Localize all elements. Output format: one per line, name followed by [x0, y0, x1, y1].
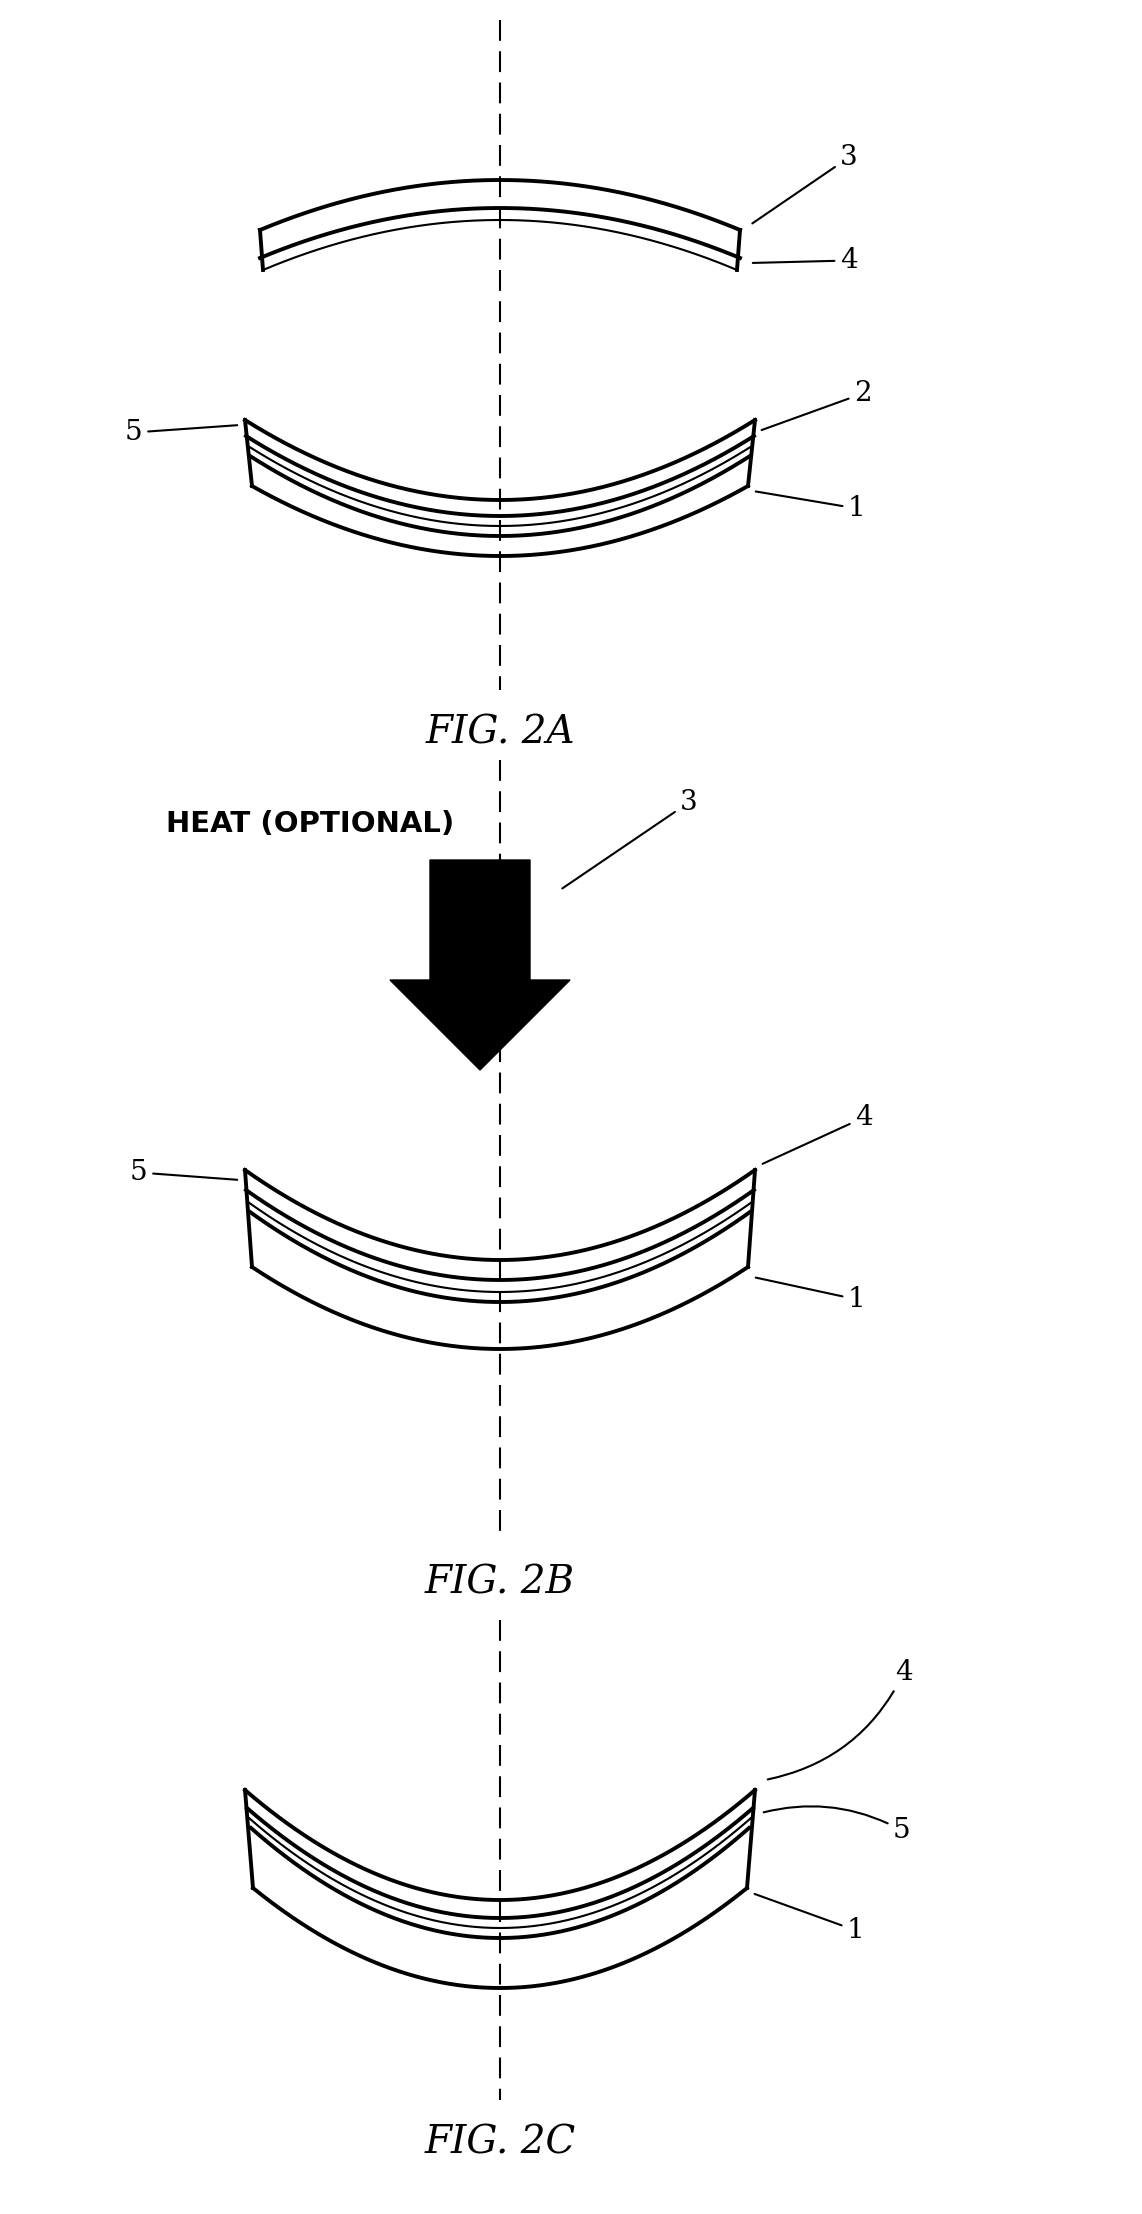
- Text: 2: 2: [762, 381, 871, 430]
- Text: 4: 4: [753, 248, 858, 275]
- Text: 1: 1: [756, 492, 866, 523]
- Text: 1: 1: [756, 1277, 866, 1313]
- Text: HEAT (OPTIONAL): HEAT (OPTIONAL): [166, 810, 455, 839]
- Text: 3: 3: [562, 788, 698, 888]
- Text: 1: 1: [755, 1893, 864, 1944]
- Text: FIG. 2C: FIG. 2C: [425, 2125, 576, 2163]
- Text: 4: 4: [767, 1658, 912, 1780]
- Text: 3: 3: [753, 144, 858, 224]
- Polygon shape: [391, 859, 570, 1069]
- Text: FIG. 2A: FIG. 2A: [425, 715, 574, 753]
- Text: 5: 5: [124, 418, 238, 445]
- Text: 4: 4: [763, 1105, 872, 1165]
- Text: FIG. 2B: FIG. 2B: [425, 1565, 576, 1603]
- Text: 5: 5: [130, 1158, 238, 1187]
- Text: 5: 5: [764, 1807, 910, 1844]
